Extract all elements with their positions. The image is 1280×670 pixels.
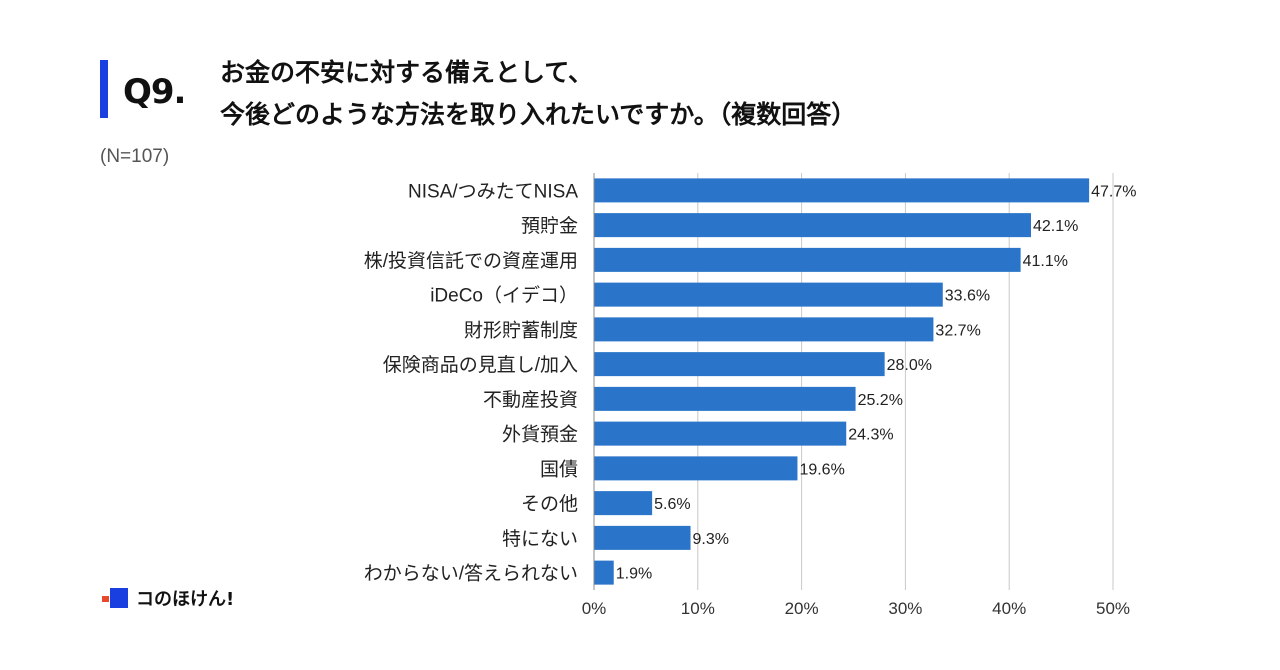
bar (594, 282, 943, 307)
category-label: わからない/答えられない (364, 563, 578, 585)
x-tick-label: 0% (582, 599, 607, 618)
question-number: Q9. (123, 72, 186, 112)
bar (594, 247, 1021, 272)
question-title: お金の不安に対する備えとして、 今後どのような方法を取り入れたいですか。（複数回… (220, 52, 856, 136)
value-label: 41.1% (1023, 253, 1068, 270)
question-title-line1: お金の不安に対する備えとして、 (220, 58, 594, 87)
bar (594, 213, 1031, 238)
bar (594, 456, 798, 481)
logo-mark-icon (100, 586, 128, 610)
bar (594, 560, 614, 585)
bar (594, 421, 847, 446)
question-accent-bar (100, 60, 108, 118)
category-label: その他 (521, 493, 578, 515)
value-label: 19.6% (799, 461, 844, 478)
category-label: 株/投資信託での資産運用 (364, 250, 578, 272)
category-label: 預貯金 (521, 215, 578, 237)
x-tick-label: 10% (681, 599, 715, 618)
sample-size: (N=107) (100, 146, 170, 167)
value-label: 28.0% (887, 357, 932, 374)
bar (594, 386, 856, 411)
value-label: 25.2% (858, 392, 903, 409)
value-label: 24.3% (848, 427, 893, 444)
x-tick-label: 30% (888, 599, 922, 618)
question-title-line2: 今後どのような方法を取り入れたいですか。（複数回答） (220, 100, 857, 129)
category-label: 不動産投資 (483, 389, 578, 411)
category-label: iDeCo（イデコ） (430, 285, 578, 307)
logo-text: コのほけん! (136, 589, 235, 610)
bar (594, 178, 1090, 203)
bar (594, 317, 934, 342)
bar (594, 525, 691, 550)
value-label: 9.3% (693, 531, 729, 548)
category-label: 国債 (540, 458, 578, 480)
bar (594, 491, 653, 516)
value-label: 42.1% (1033, 218, 1078, 235)
value-label: 33.6% (945, 288, 990, 305)
category-label: 特にない (502, 528, 578, 550)
category-label: 外貨預金 (502, 424, 578, 446)
value-label: 5.6% (654, 496, 690, 513)
x-tick-label: 50% (1096, 599, 1130, 618)
value-label: 47.7% (1091, 183, 1136, 200)
brand-logo: コのほけん! (100, 585, 234, 611)
value-label: 1.9% (616, 566, 652, 583)
value-label: 32.7% (935, 322, 980, 339)
category-label: NISA/つみたてNISA (408, 181, 578, 202)
bar (594, 352, 885, 377)
x-tick-label: 40% (992, 599, 1026, 618)
x-tick-label: 20% (785, 599, 819, 618)
category-label: 保険商品の見直し/加入 (383, 354, 578, 376)
category-label: 財形貯蓄制度 (464, 319, 578, 341)
